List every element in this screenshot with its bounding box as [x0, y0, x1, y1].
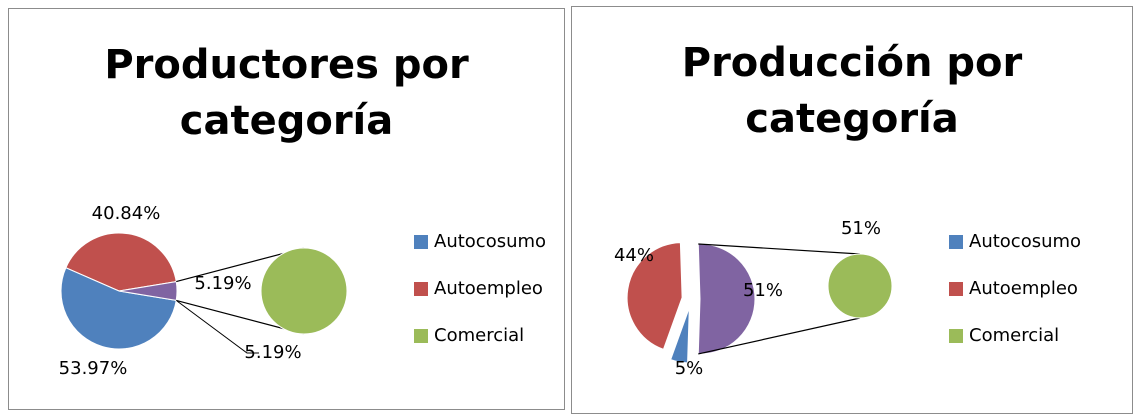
legend-label: Autocosumo: [969, 231, 1081, 252]
connector-line: [698, 243, 861, 255]
legend-label: Comercial: [969, 325, 1059, 346]
pie-slice: [60, 267, 177, 350]
secondary-pie-slice: [260, 247, 348, 335]
chart-title: Producción por categoría: [681, 40, 1023, 142]
data-label: 51%: [841, 218, 881, 239]
chart-panel: Producción por categoría 5% 44% 51% 51% Auto…: [571, 6, 1133, 414]
data-label: 5%: [675, 358, 704, 379]
pie-slice: [697, 243, 756, 355]
pie-slice: [670, 307, 690, 364]
secondary-pie-slice: [827, 253, 893, 319]
legend-label: Autoempleo: [434, 278, 543, 299]
legend-swatch: [414, 235, 428, 249]
data-label: 5.19%: [194, 273, 251, 294]
chart: 5% 44% 51% 51% Autocosumo Autoempleo Comercial: [614, 218, 1081, 379]
chart: 53.97% 40.84% 5.19% 5.19% Autocosumo Autoempl…: [59, 203, 546, 379]
data-label: 51%: [743, 280, 783, 301]
data-label: 44%: [614, 245, 654, 266]
legend-swatch: [414, 282, 428, 296]
chart-panel: Productores por categoría 53.97% 40.84% 5.…: [8, 8, 565, 410]
pie-slice: [118, 281, 178, 301]
data-label: 5.19%: [244, 342, 301, 363]
legend-label: Comercial: [434, 325, 524, 346]
legend-swatch: [949, 282, 963, 296]
legend-swatch: [949, 235, 963, 249]
chart-title: Productores por categoría: [104, 42, 469, 144]
pie-slice: [626, 242, 683, 350]
legend-swatch: [949, 329, 963, 343]
connector-line: [698, 317, 861, 355]
data-label: 53.97%: [59, 358, 128, 379]
legend-swatch: [414, 329, 428, 343]
data-label: 40.84%: [92, 203, 161, 224]
legend-label: Autocosumo: [434, 231, 546, 252]
pie-slice: [65, 232, 177, 292]
leader-line: [176, 300, 259, 354]
legend-label: Autoempleo: [969, 278, 1078, 299]
